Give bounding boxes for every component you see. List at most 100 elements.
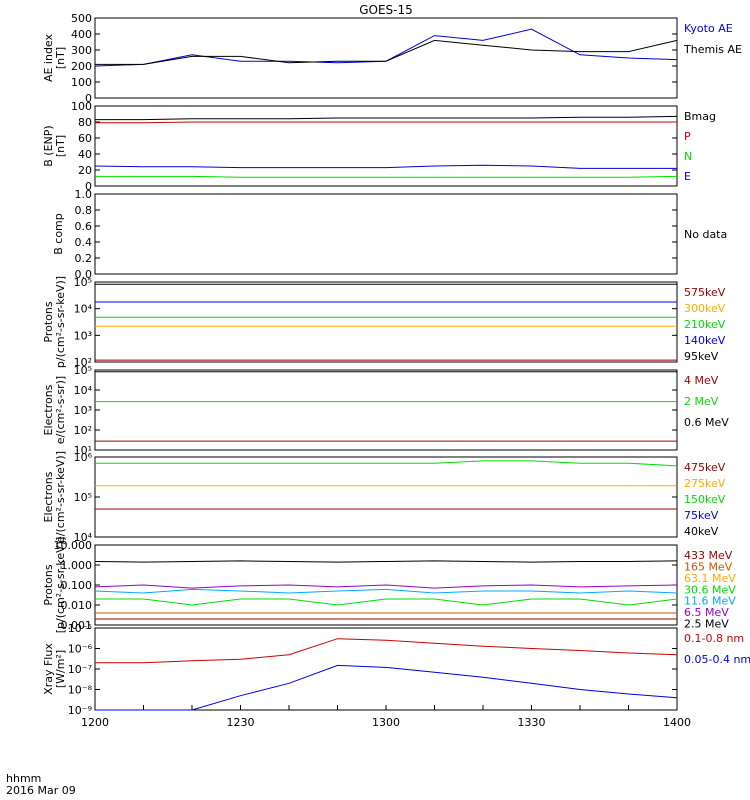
legend-entry: 0.1-0.8 nm <box>684 632 744 645</box>
series-line <box>94 588 678 594</box>
y-axis-label: Electrons <box>42 384 55 435</box>
panel-frame <box>94 193 678 275</box>
x-tick-label: 1330 <box>518 716 546 729</box>
y-tick-label: 10⁵ <box>74 491 92 504</box>
y-axis-label: [nT] <box>54 47 67 69</box>
panel-electrons2: 10⁶ 10⁵ 10⁴ Electrons e/(cm²-s-sr-keV)] 475ke… <box>42 451 726 544</box>
legend-entry: 0.05-0.4 nm <box>684 653 750 666</box>
legend-entry: 75keV <box>684 509 719 522</box>
x-tick-label: 1300 <box>372 716 400 729</box>
panel-protons2: 10.000 1.000 0.100 0.010 0.001 Protons [p/(cm²… <box>42 537 736 634</box>
y-axis-label: B comp <box>52 213 65 255</box>
x-axis: 1200 1230 1300 1330 1400 <box>81 705 691 729</box>
panel-frame <box>94 17 678 99</box>
series-line <box>94 584 678 589</box>
date-label: 2016 Mar 09 <box>6 784 76 797</box>
y-tick-label: 10² <box>74 356 92 369</box>
y-axis-label: B (ENP) <box>42 125 55 166</box>
legend-entry: 95keV <box>684 350 719 363</box>
series-line <box>95 664 678 711</box>
y-tick-label: 0 <box>85 180 92 193</box>
y-tick-label: 10⁴ <box>74 303 93 316</box>
legend-entry: P <box>684 130 691 143</box>
legend-entry: 30.6 MeV <box>684 583 736 596</box>
y-tick-label: 10⁶ <box>74 451 93 464</box>
y-tick-label: 0.2 <box>75 252 93 265</box>
x-axis-label: hhmm <box>6 772 41 785</box>
legend-entry: 6.5 MeV <box>684 606 729 619</box>
y-tick-label: 0.8 <box>75 204 93 217</box>
legend-entry: 11.6 MeV <box>684 595 736 608</box>
y-tick-label: 1.0 <box>75 188 93 201</box>
y-tick-label: 0.0 <box>75 268 93 281</box>
y-tick-label: 80 <box>78 116 92 129</box>
y-axis-label: p/(cm²-s-sr-keV)] <box>54 276 67 368</box>
legend-entry: 150keV <box>684 493 726 506</box>
legend-entry: 210keV <box>684 318 726 331</box>
y-tick-label: 100 <box>71 76 92 89</box>
series-line <box>95 460 678 467</box>
x-tick-label: 1400 <box>663 716 691 729</box>
y-axis-label: Protons <box>42 301 55 342</box>
legend-entry: 433 MeV <box>684 549 733 562</box>
series-line <box>95 121 677 124</box>
legend-entry: 165 MeV <box>684 560 733 573</box>
y-tick-label: 10⁴ <box>74 384 93 397</box>
legend-entry: 2.5 MeV <box>684 618 729 631</box>
panel-frame <box>94 369 678 451</box>
y-tick-label: 10⁻⁶ <box>68 643 93 656</box>
x-tick-label: 1200 <box>81 716 109 729</box>
y-tick-label: 0.001 <box>61 619 93 632</box>
y-tick-label: 0 <box>85 92 92 105</box>
y-axis-label: e/(cm²-s-sr-keV)] <box>54 451 67 543</box>
legend-entry: N <box>684 150 692 163</box>
y-axis-label: Xray Flux <box>42 643 55 695</box>
y-axis-label: AE index <box>42 33 55 82</box>
y-axis-label: [nT] <box>54 135 67 157</box>
series-line <box>94 560 678 563</box>
legend-entry: Themis AE <box>683 43 742 56</box>
panel-ae: 500 400 300 200 100 0 AE index [nT] Kyoto AE Them… <box>42 12 742 105</box>
legend-entry: 300keV <box>684 302 726 315</box>
legend-entry: 0.6 MeV <box>684 416 729 429</box>
y-tick-label: 0.4 <box>75 236 93 249</box>
y-axis-label: Electrons <box>42 471 55 522</box>
y-axis-label: [p/(cm²-s-sr-keV)] <box>54 537 67 634</box>
y-tick-label: 20 <box>78 164 92 177</box>
panel-protons1: 10⁵ 10⁴ 10³ 10² Protons p/(cm²-s-sr-keV)] 575k… <box>42 276 726 369</box>
y-tick-label: 10⁻⁷ <box>68 663 92 676</box>
y-tick-label: 60 <box>78 132 92 145</box>
y-tick-label: 200 <box>71 60 92 73</box>
series-line <box>95 115 678 121</box>
legend-entry: Bmag <box>684 110 716 123</box>
series-line <box>95 175 678 178</box>
x-tick-label: 1230 <box>227 716 255 729</box>
legend-entry: 575keV <box>684 286 726 299</box>
series-line <box>94 28 678 67</box>
y-tick-label: 100 <box>71 100 92 113</box>
y-tick-label: 40 <box>78 148 92 161</box>
y-tick-label: 10⁵ <box>74 276 92 289</box>
legend-entry: Kyoto AE <box>684 22 733 35</box>
panel-bfield: 100 80 60 40 20 0 B (ENP) [nT] Bmag PNE <box>42 100 716 193</box>
y-tick-label: 10¹ <box>74 444 92 457</box>
plot-title: GOES-15 <box>359 3 413 17</box>
panel-xray: 10⁻⁵ 10⁻⁶ 10⁻⁷ 10⁻⁸ 10⁻⁹ Xray Flux [W/m²] 0.1-0… <box>42 622 750 717</box>
y-tick-label: 10⁻⁵ <box>68 622 92 635</box>
y-axis-label: [W/m²] <box>54 650 67 688</box>
y-tick-label: 10⁵ <box>74 364 92 377</box>
legend-entry: E <box>684 170 691 183</box>
legend-entry: 63.1 MeV <box>684 572 736 585</box>
legend-entry: 275keV <box>684 477 726 490</box>
panel-frame <box>94 281 678 363</box>
legend-entry: 140keV <box>684 334 726 347</box>
y-tick-label: 10⁻⁸ <box>68 684 93 697</box>
y-tick-label: 1.000 <box>61 559 93 572</box>
y-tick-label: 300 <box>71 44 92 57</box>
y-axis-label: Protons <box>42 564 55 605</box>
y-tick-label: 10³ <box>74 329 92 342</box>
legend-entry: 2 MeV <box>684 395 719 408</box>
y-tick-label: 10.000 <box>54 539 93 552</box>
panel-bcomp: 1.0 0.8 0.6 0.4 0.2 0.0 B comp No data <box>52 188 727 281</box>
